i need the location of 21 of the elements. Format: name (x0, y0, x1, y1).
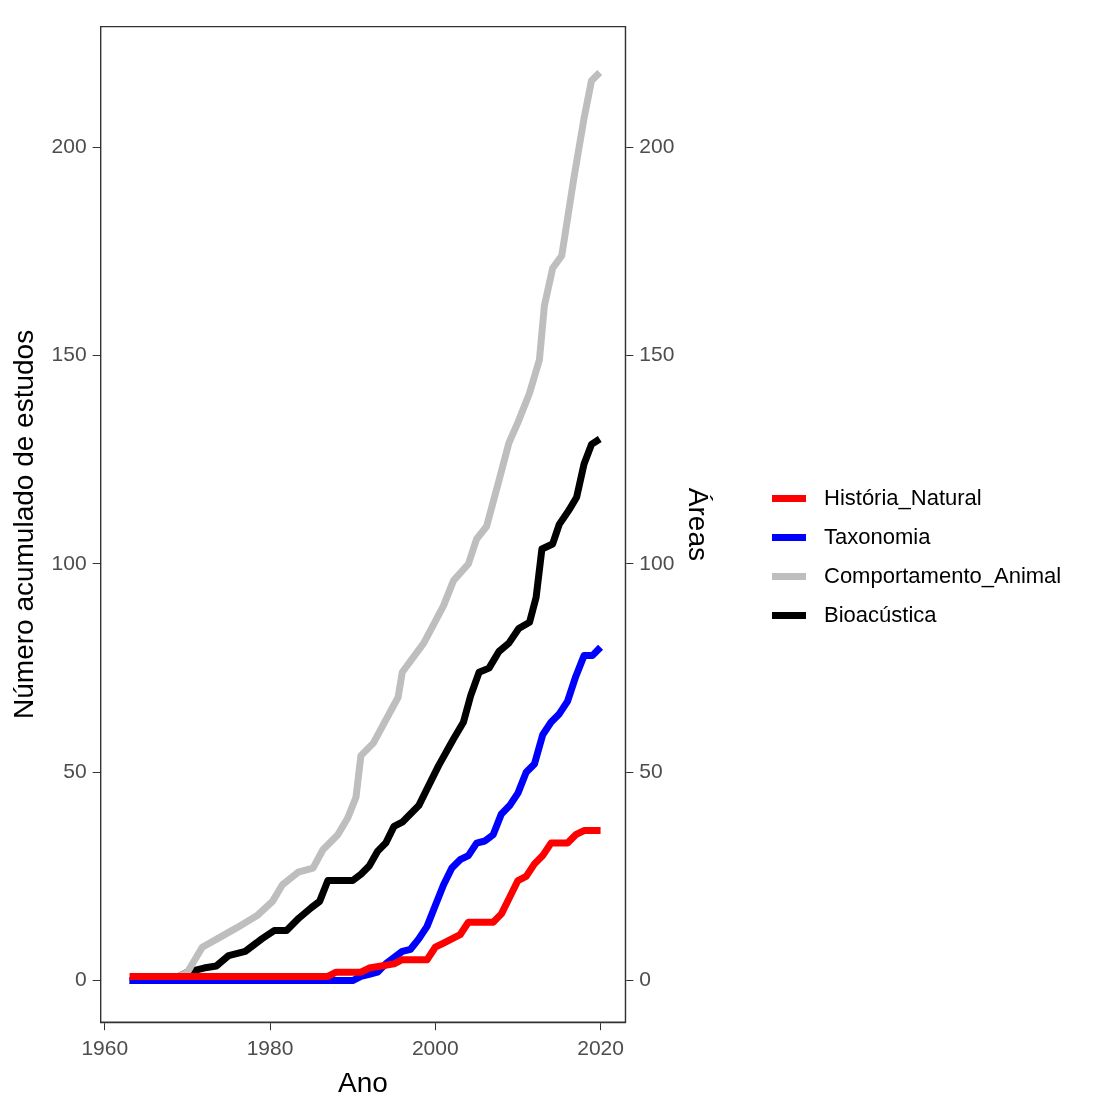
y-axis-title: Número acumulado de estudos (7, 329, 39, 719)
y-tick-label: 200 (51, 134, 87, 158)
y-tick-label: 150 (51, 342, 87, 366)
y2-axis-title: Áreas (683, 487, 715, 561)
y-tick-label: 100 (51, 550, 87, 574)
x-tick-label: 1960 (81, 1035, 129, 1059)
legend-label: História_Natural (824, 485, 982, 511)
y2-tick-label: 100 (639, 550, 675, 574)
legend-label: Comportamento_Animal (824, 563, 1062, 589)
y-tick-label: 0 (74, 967, 87, 991)
legend-label: Bioacústica (824, 602, 937, 628)
y2-tick-label: 150 (639, 342, 675, 366)
y2-tick-label: 50 (639, 759, 663, 783)
y-tick-label: 50 (63, 759, 87, 783)
y2-tick-label: 200 (639, 134, 675, 158)
y2-tick-label: 0 (639, 967, 652, 991)
x-tick-label: 2000 (411, 1035, 459, 1059)
x-tick-label: 1980 (246, 1035, 294, 1059)
x-axis-title: Ano (338, 1066, 388, 1098)
x-tick-label: 2020 (577, 1035, 624, 1059)
legend-label: Taxonomia (824, 524, 931, 550)
